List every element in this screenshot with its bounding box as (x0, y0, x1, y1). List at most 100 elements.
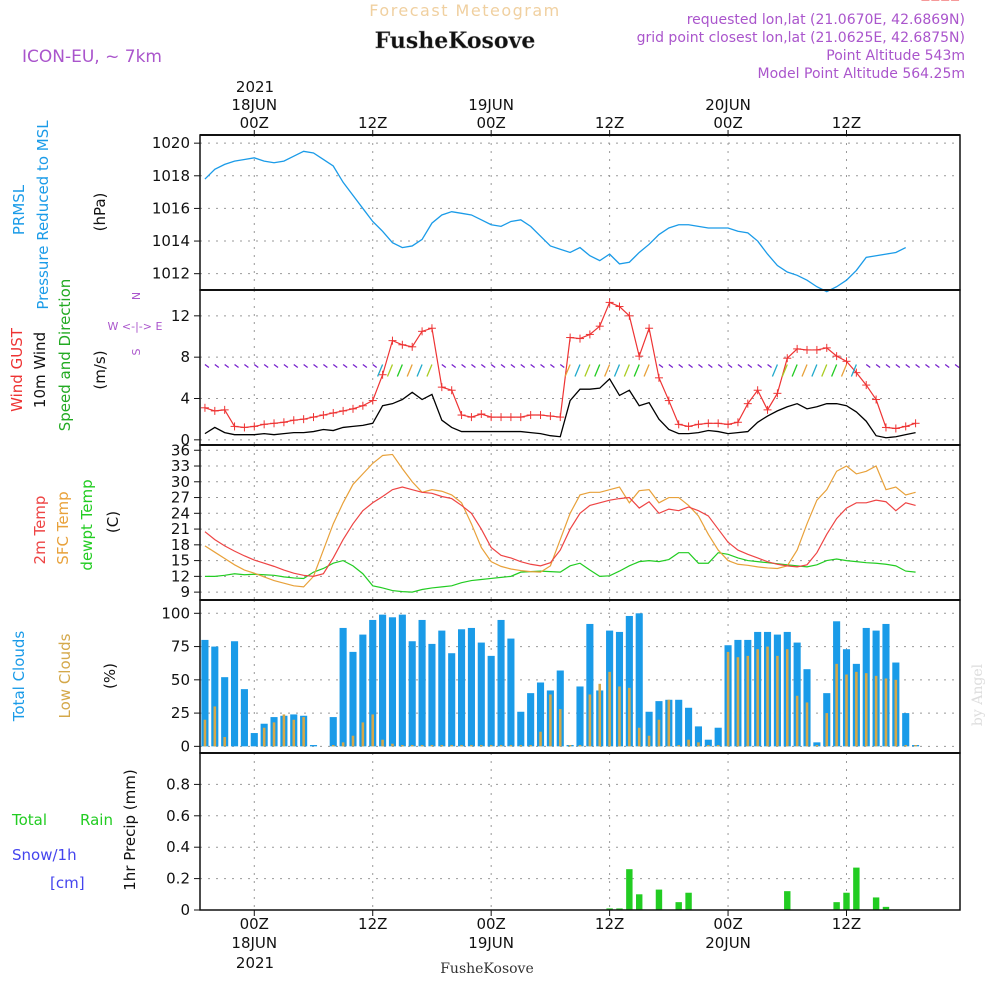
label-low-clouds: Low Clouds (56, 633, 74, 718)
rain-bar (882, 906, 890, 910)
low-cloud-bar (825, 713, 829, 747)
low-cloud-bar (302, 717, 305, 747)
y-tick-label: 0 (180, 901, 190, 919)
wind-direction-arrow (386, 364, 394, 377)
total-cloud-bar (230, 641, 239, 747)
low-cloud-bar (756, 649, 759, 747)
wind-direction-arrow (376, 364, 384, 377)
y-tick-label: 100 (161, 604, 190, 622)
low-cloud-bar (272, 722, 276, 747)
total-cloud-bar (586, 623, 594, 747)
y-tick-label: 12 (171, 567, 190, 585)
low-cloud-bar (391, 743, 394, 747)
label-percent: (%) (101, 663, 119, 689)
y-tick-label: 33 (171, 457, 190, 475)
footer-station: FusheKosove (440, 961, 534, 977)
wind-direction-arrow (416, 364, 423, 377)
wind-direction-arrow (352, 363, 358, 369)
y-tick-label: 24 (171, 504, 190, 522)
low-cloud-bar (855, 671, 858, 747)
rain-bar (626, 869, 633, 910)
y-tick-label: 27 (171, 489, 190, 507)
wind-direction-arrow (594, 364, 601, 377)
wind-direction-arrow (332, 363, 338, 369)
low-cloud-bar (549, 694, 552, 747)
wind-direction-arrow (831, 364, 838, 377)
wind-direction-arrow (471, 363, 476, 369)
wind-direction-arrow (707, 363, 713, 369)
wind-direction-arrow (559, 363, 565, 369)
total-cloud-bar (813, 742, 821, 747)
y-tick-label: 15 (171, 552, 190, 570)
y-tick-label: 0 (180, 431, 190, 449)
low-cloud-bar (381, 739, 384, 747)
label-ms: (m/s) (91, 350, 109, 389)
wind-direction-arrow (540, 363, 545, 369)
wind-direction-arrow (204, 363, 210, 369)
wind-direction-arrow (643, 364, 650, 377)
low-cloud-bar (450, 745, 453, 747)
top-date-label: 18JUN (231, 96, 277, 114)
total-cloud-bar (211, 646, 219, 747)
wind-direction-arrow (915, 363, 920, 369)
y-tick-label: 0.6 (166, 807, 190, 825)
panel-frame (199, 134, 961, 291)
low-cloud-bar (894, 679, 898, 747)
low-cloud-bar (598, 683, 602, 747)
sfc-temp-line (204, 453, 916, 588)
wind-direction-arrow (362, 363, 368, 369)
total-cloud-bar (507, 638, 515, 747)
low-cloud-bar (637, 727, 641, 747)
total-cloud-bar (448, 653, 456, 747)
wind-direction-arrow (604, 364, 611, 377)
label-dewpt-temp: dewpt Temp (78, 479, 96, 570)
top-hour-label: 12Z (358, 114, 387, 132)
low-cloud-bar (904, 745, 907, 747)
low-cloud-bar (568, 745, 572, 747)
total-cloud-bar (388, 617, 397, 747)
low-cloud-bar (766, 646, 769, 747)
total-cloud-bar (527, 693, 535, 747)
low-cloud-bar (677, 745, 680, 747)
wind-direction-arrow (925, 363, 930, 369)
wind-direction-arrow (234, 363, 239, 369)
low-cloud-bar (795, 695, 799, 747)
total-cloud-bar (339, 627, 347, 747)
bottom-date-label: 20JUN (705, 934, 751, 952)
low-cloud-bar (262, 727, 266, 747)
total-cloud-bar (398, 614, 406, 747)
wind-direction-arrow (781, 364, 788, 377)
y-tick-label: 0.4 (166, 838, 190, 856)
y-tick-label: 12 (171, 307, 190, 325)
y-tick-label: 0.8 (166, 775, 190, 793)
total-cloud-bar (428, 643, 436, 747)
label-speed-direction: Speed and Direction (56, 279, 74, 432)
low-cloud-bar (628, 687, 631, 747)
low-cloud-bar (361, 722, 365, 747)
wind-speed-line (204, 377, 916, 439)
requested-point: requested lon,lat (21.0670E, 42.6869N) (687, 12, 965, 28)
wind-direction-arrow (406, 364, 413, 377)
y-tick-label: 1018 (152, 167, 190, 185)
wind-direction-arrow (767, 363, 772, 369)
low-cloud-bar (785, 649, 789, 747)
wind-direction-arrow (530, 363, 536, 369)
cloud-labels: Total Clouds Low Clouds (%) (10, 631, 119, 723)
wind-direction-arrow (944, 363, 950, 369)
total-cloud-bar (675, 699, 683, 747)
low-cloud-bar (420, 745, 424, 747)
low-cloud-bar (864, 673, 868, 747)
low-cloud-bar (588, 694, 592, 747)
low-cloud-bar (213, 706, 217, 747)
low-cloud-bar (331, 745, 335, 747)
wind-direction-arrow (293, 363, 299, 369)
rain-bar (655, 889, 663, 910)
panel-prmsl: 1012 1014 1016 1018 1020 (152, 134, 961, 293)
compass-n: N (130, 292, 143, 300)
wind-direction-arrow (480, 363, 486, 369)
low-cloud-bar (697, 742, 700, 747)
total-cloud-bar (625, 615, 633, 747)
low-cloud-bar (726, 651, 730, 747)
panel-precip: 0 0.2 0.4 0.6 0.8 (166, 752, 961, 919)
